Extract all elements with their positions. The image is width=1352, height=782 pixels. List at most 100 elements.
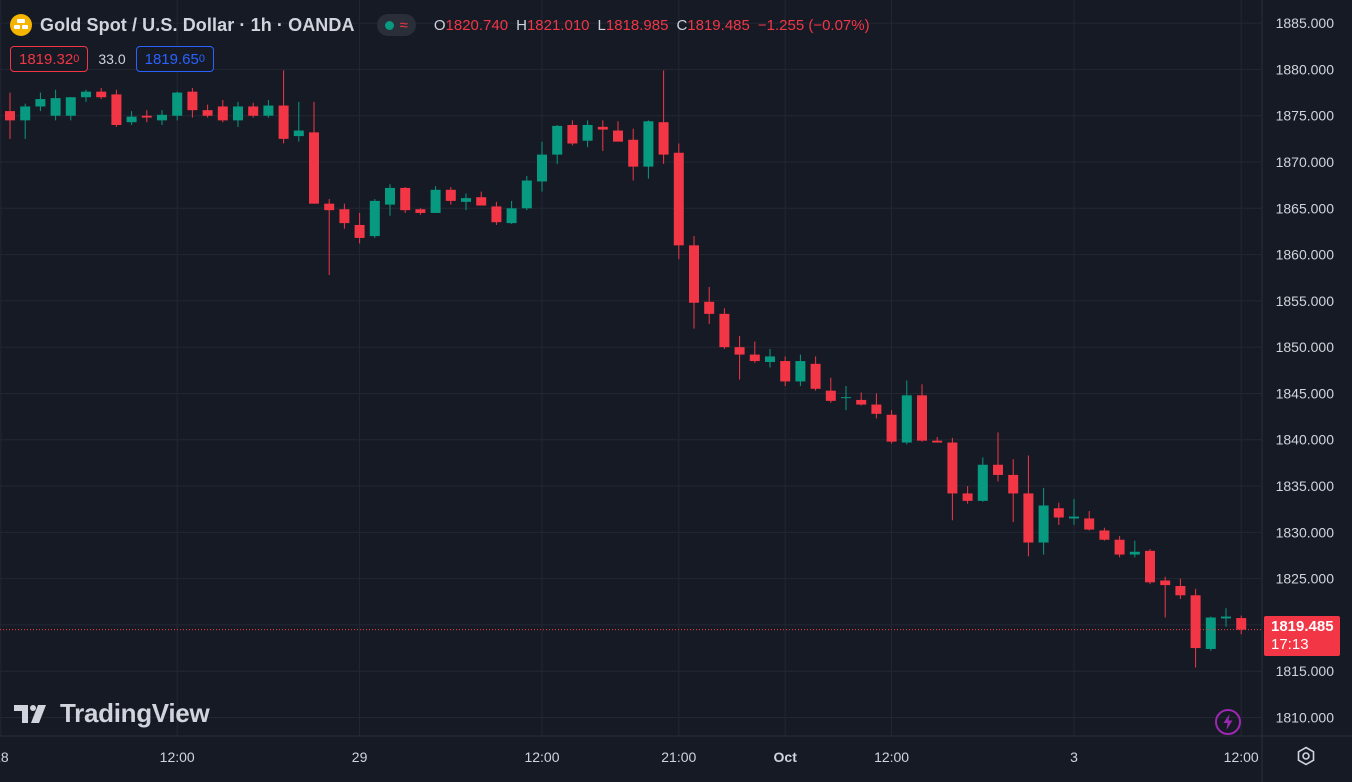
- candle-body: [1023, 493, 1034, 543]
- market-status-icon[interactable]: ≈: [376, 14, 416, 36]
- y-tick-label: 1825.000: [1276, 571, 1335, 587]
- candle-body: [461, 198, 471, 202]
- candle-body: [1205, 617, 1216, 649]
- candle-body: [993, 464, 1003, 475]
- candle-body: [1038, 505, 1049, 543]
- candle-body: [233, 106, 243, 121]
- candle-body: [1099, 530, 1110, 540]
- candle-body: [689, 245, 699, 303]
- candle-body: [582, 124, 593, 141]
- last-price-label: 1819.485 17:13: [1264, 616, 1340, 656]
- candle-body: [126, 116, 137, 123]
- x-tick-label: 21:00: [661, 749, 696, 765]
- candle-body: [1069, 516, 1079, 519]
- candle-body: [1145, 550, 1155, 583]
- candle-body: [81, 91, 91, 98]
- candle-body: [5, 111, 15, 121]
- candle-body: [50, 98, 61, 116]
- candle-body: [20, 106, 31, 121]
- y-tick-label: 1875.000: [1276, 108, 1335, 124]
- x-tick-label: Oct: [774, 749, 798, 765]
- candle-body: [217, 106, 228, 121]
- candle-body: [597, 126, 608, 130]
- candle-body: [947, 442, 958, 494]
- candle-body: [141, 115, 152, 118]
- x-tick-label: 12:00: [1224, 749, 1259, 765]
- bar-countdown: 17:13: [1271, 636, 1309, 653]
- y-tick-label: 1865.000: [1276, 200, 1335, 216]
- candle-body: [278, 105, 289, 139]
- y-tick-label: 1855.000: [1276, 293, 1335, 309]
- candle-body: [932, 440, 943, 443]
- ohlc-values: O1820.740 H1821.010 L1818.985 C1819.485 …: [434, 17, 870, 34]
- candle-body: [430, 189, 441, 213]
- candle-body: [506, 208, 517, 224]
- candle-body: [1053, 508, 1064, 518]
- x-tick-label: 12:00: [874, 749, 909, 765]
- lightning-bolt-icon[interactable]: [1214, 708, 1242, 736]
- candle-body: [1236, 618, 1247, 630]
- candle-body: [871, 404, 882, 414]
- trade-panel: 1819.32 0 33.0 1819.65 0: [10, 46, 214, 72]
- y-tick-label: 1850.000: [1276, 339, 1335, 355]
- candle-body: [96, 91, 107, 98]
- buy-button[interactable]: 1819.65 0: [135, 46, 214, 72]
- last-price-value: 1819.485: [1271, 618, 1334, 635]
- x-tick-label: 12:00: [524, 749, 559, 765]
- tradingview-logo[interactable]: TradingView: [14, 698, 210, 729]
- candle-body: [749, 354, 760, 362]
- candle-body: [111, 94, 122, 125]
- logo-text: TradingView: [60, 698, 210, 728]
- gear-icon[interactable]: [1295, 745, 1317, 767]
- gold-coin-icon[interactable]: [10, 14, 32, 36]
- candle-body: [901, 395, 912, 443]
- candle-body: [400, 187, 411, 211]
- candle-body: [324, 203, 335, 211]
- candle-body: [537, 154, 547, 182]
- x-tick-label: 12:00: [160, 749, 195, 765]
- market-open-dot-icon: [384, 20, 394, 30]
- candle-body: [65, 97, 76, 116]
- ohlc-close: C1819.485: [676, 16, 750, 34]
- candle-body: [1190, 595, 1201, 649]
- candle-body: [385, 187, 395, 205]
- y-tick-label: 1880.000: [1276, 61, 1335, 77]
- candle-body: [643, 121, 654, 167]
- candle-body: [825, 390, 836, 401]
- buy-price: 1819.65: [144, 50, 199, 68]
- candle-body: [172, 92, 183, 116]
- ohlc-change: −1.255 (−0.07%): [757, 16, 870, 34]
- candle-body: [157, 114, 167, 121]
- candle-body: [841, 397, 851, 399]
- sell-price: 1819.32: [19, 50, 74, 68]
- candle-body: [977, 464, 988, 501]
- ohlc-high: H1821.010: [516, 16, 590, 34]
- ohlc-low: L1818.985: [597, 16, 669, 34]
- candle-body: [1114, 539, 1125, 555]
- ohlc-open: O1820.740: [433, 16, 509, 34]
- candle-body: [491, 206, 502, 223]
- candle-body: [445, 189, 456, 201]
- candle-body: [187, 91, 198, 111]
- candle-body: [810, 363, 821, 389]
- data-delay-icon: ≈: [399, 16, 408, 34]
- candle-body: [202, 110, 213, 116]
- y-tick-label: 1870.000: [1276, 154, 1335, 170]
- candle-body: [658, 122, 669, 155]
- candle-body: [1129, 551, 1140, 555]
- candle-body: [35, 99, 46, 107]
- candle-body: [309, 132, 319, 204]
- candle-body: [628, 139, 639, 167]
- candle-body: [369, 200, 380, 237]
- y-tick-label: 1815.000: [1276, 663, 1335, 679]
- candle-body: [886, 414, 897, 442]
- candle-body: [1008, 474, 1019, 494]
- sell-button[interactable]: 1819.32 0: [10, 46, 89, 72]
- candle-body: [552, 125, 563, 155]
- symbol-title[interactable]: Gold Spot / U.S. Dollar · 1h · OANDA: [40, 14, 355, 35]
- candle-body: [339, 209, 350, 224]
- candle-body: [780, 361, 791, 382]
- y-tick-label: 1845.000: [1276, 385, 1335, 401]
